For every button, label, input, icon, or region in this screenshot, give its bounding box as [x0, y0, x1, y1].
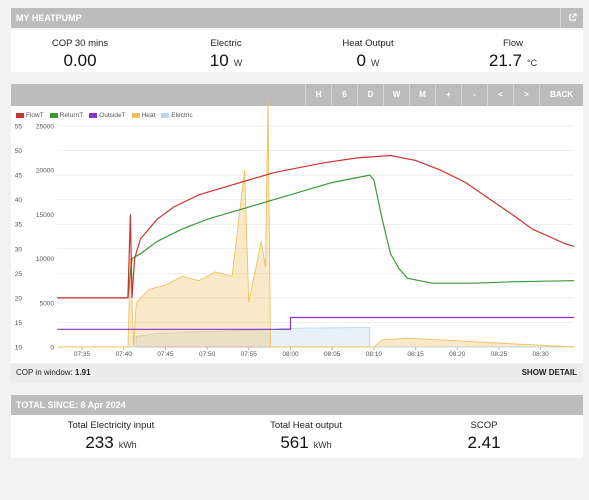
legend-flowt[interactable]: FlowT — [16, 112, 44, 119]
cop-window-bar: COP in window: 1.91 SHOW DETAIL — [11, 363, 583, 383]
totals-card: Total Electricity input 233 kWh Total Hea… — [11, 415, 583, 458]
range-day-button[interactable]: D — [357, 84, 383, 106]
flow-unit: °C — [526, 58, 538, 68]
heat-output-unit: W — [370, 58, 380, 68]
total-heat-value: 561 — [280, 433, 309, 452]
heatpump-header: MY HEATPUMP — [11, 8, 583, 28]
range-6h-button[interactable]: 6 — [331, 84, 357, 106]
electric-label: Electric — [210, 38, 242, 49]
chart-card — [11, 106, 583, 363]
total-electricity-label: Total Electricity input — [67, 420, 155, 431]
cop-metric: COP 30 mins 0.00 — [25, 38, 135, 71]
cop-label: COP 30 mins — [51, 38, 109, 49]
scop-metric: SCOP 2.41 — [414, 420, 554, 453]
range-month-button[interactable]: M — [409, 84, 435, 106]
flow-metric: Flow 21.7 °C — [458, 38, 568, 71]
flow-label: Flow — [502, 38, 524, 49]
legend-electric[interactable]: Electric — [161, 112, 193, 119]
pan-left-button[interactable]: < — [487, 84, 513, 106]
total-electricity-value: 233 — [85, 433, 114, 452]
legend-heat[interactable]: Heat — [131, 112, 155, 119]
flow-value: 21.7 — [488, 51, 522, 70]
live-metrics-card: COP 30 mins 0.00 Electric 10 W Heat Outpu… — [11, 30, 583, 72]
zoom-out-button[interactable]: - — [461, 84, 487, 106]
total-electricity-unit: kWh — [118, 440, 137, 450]
electric-metric: Electric 10 W — [171, 38, 281, 71]
totals-title: TOTAL SINCE: 8 Apr 2024 — [16, 400, 126, 410]
cop-window-label: COP in window: 1.91 — [16, 368, 91, 377]
chart-toolbar: H 6 D W M + - < > BACK — [11, 84, 583, 106]
scop-value: 2.41 — [467, 433, 501, 452]
total-heat-metric: Total Heat output 561 kWh — [236, 420, 376, 453]
range-hour-button[interactable]: H — [305, 84, 331, 106]
heat-output-value: 0 — [356, 51, 366, 70]
total-heat-label: Total Heat output — [270, 420, 342, 431]
total-heat-unit: kWh — [313, 440, 332, 450]
chart-legend: FlowT ReturnT OutsideT Heat Electric — [16, 112, 193, 119]
pan-right-button[interactable]: > — [513, 84, 539, 106]
heatpump-title: MY HEATPUMP — [16, 13, 82, 23]
legend-returnt[interactable]: ReturnT — [49, 112, 83, 119]
back-button[interactable]: BACK — [539, 84, 583, 106]
total-electricity-metric: Total Electricity input 233 kWh — [41, 420, 181, 453]
electric-unit: W — [233, 58, 243, 68]
scop-label: SCOP — [470, 420, 498, 431]
cop-window-value: 1.91 — [75, 368, 91, 377]
cop-value: 0.00 — [63, 51, 97, 70]
legend-outsidet[interactable]: OutsideT — [89, 112, 126, 119]
electric-value: 10 — [209, 51, 229, 70]
range-week-button[interactable]: W — [383, 84, 409, 106]
show-detail-button[interactable]: SHOW DETAIL — [521, 368, 577, 377]
external-link-icon[interactable] — [560, 8, 583, 28]
zoom-in-button[interactable]: + — [435, 84, 461, 106]
totals-header: TOTAL SINCE: 8 Apr 2024 — [11, 395, 583, 415]
heat-output-label: Heat Output — [342, 38, 394, 49]
